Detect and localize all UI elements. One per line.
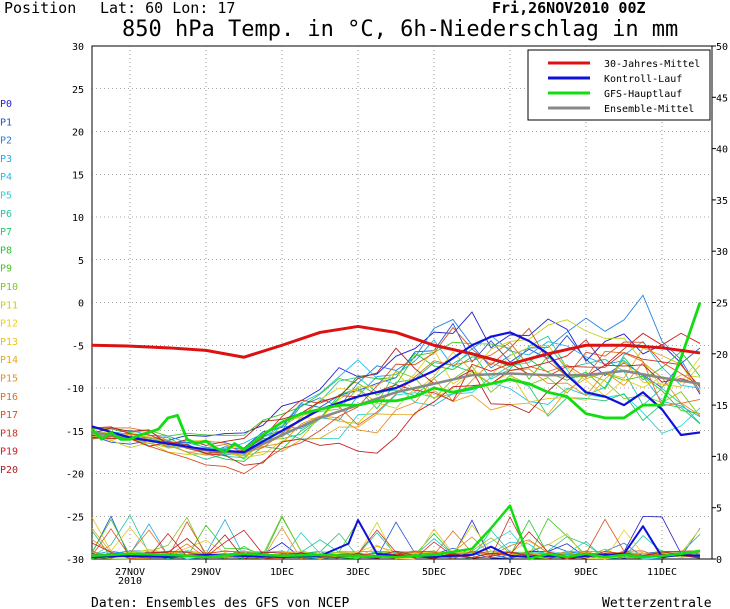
run-date: Fri,26NOV2010 00Z	[492, 0, 646, 17]
series-climatology	[91, 324, 701, 366]
left-tick-label: 30	[72, 42, 84, 53]
x-tick-label: 27NOV	[115, 567, 145, 578]
left-tick-label: 20	[72, 128, 84, 139]
right-tick-label: 45	[716, 93, 728, 104]
member-label-p1: P1	[0, 117, 12, 128]
member-precip-p11	[91, 521, 701, 560]
right-tick-label: 25	[716, 299, 728, 310]
member-label-p8: P8	[0, 245, 12, 256]
left-tick-label: -10	[66, 384, 84, 395]
left-tick-label: -15	[66, 427, 84, 438]
x-tick-label: 11DEC	[647, 567, 677, 578]
legend-label-ensemble-mean: Ensemble-Mittel	[604, 104, 694, 115]
left-tick-label: -25	[66, 512, 84, 523]
legend-label-control: Kontroll-Lauf	[604, 74, 682, 85]
member-label-p20: P20	[0, 465, 18, 476]
x-year-label: 2010	[118, 576, 142, 587]
member-line-p0	[91, 311, 701, 441]
member-label-p2: P2	[0, 136, 12, 147]
member-label-p7: P7	[0, 227, 12, 238]
member-label-p11: P11	[0, 300, 18, 311]
left-tick-label: 15	[72, 170, 84, 181]
member-label-p12: P12	[0, 319, 18, 330]
member-label-p19: P19	[0, 447, 18, 458]
left-tick-label: -20	[66, 470, 84, 481]
right-tick-label: 50	[716, 42, 728, 53]
x-tick-label: 5DEC	[422, 567, 446, 578]
left-tick-label: 5	[78, 256, 84, 267]
member-label-p0: P0	[0, 99, 12, 110]
right-tick-label: 35	[716, 196, 728, 207]
right-tick-label: 15	[716, 401, 728, 412]
legend: 30-Jahres-Mittel Kontroll-Lauf GFS-Haupt…	[527, 49, 711, 121]
member-label-p9: P9	[0, 264, 12, 275]
member-label-p17: P17	[0, 410, 18, 421]
data-source: Daten: Ensembles des GFS von NCEP	[91, 596, 349, 609]
member-label-p6: P6	[0, 209, 12, 220]
left-tick-label: 25	[72, 85, 84, 96]
member-label-p16: P16	[0, 392, 18, 403]
x-tick-label: 9DEC	[574, 567, 598, 578]
right-tick-label: 0	[716, 555, 722, 566]
member-label-p3: P3	[0, 154, 12, 165]
legend-label-gfs: GFS-Hauptlauf	[604, 89, 682, 100]
right-tick-label: 5	[716, 504, 722, 515]
member-line-p11	[91, 319, 701, 459]
member-line-p3	[91, 334, 701, 456]
member-label-p15: P15	[0, 374, 18, 385]
right-tick-label: 20	[716, 350, 728, 361]
member-label-p4: P4	[0, 172, 12, 183]
left-tick-label: -30	[66, 555, 84, 566]
series-precip-gfs	[91, 504, 701, 561]
x-tick-label: 29NOV	[191, 567, 221, 578]
member-labels: P0 P1 P2 P3 P4 P5 P6 P7 P8 P9 P10 P11 P12 P13 P14 P15 P1…	[0, 99, 18, 476]
brand-label: Wetterzentrale	[602, 596, 712, 609]
member-label-p5: P5	[0, 191, 12, 202]
series-control	[91, 331, 701, 454]
right-tick-label: 30	[716, 247, 728, 258]
left-axis: 30 25 20 15 10 5 0 -5 -10 -15 -20 -25 -30	[66, 42, 84, 566]
main-series	[90, 302, 702, 561]
member-label-p14: P14	[0, 355, 18, 366]
member-precip-p18	[91, 516, 701, 560]
latlon-label: Lat: 60 Lon: 17	[100, 0, 235, 17]
member-label-p18: P18	[0, 428, 18, 439]
x-axis: 27NOV 29NOV 1DEC 3DEC 5DEC 7DEC 9DEC 11DEC 2010	[115, 559, 677, 587]
member-label-p10: P10	[0, 282, 18, 293]
x-tick-label: 3DEC	[346, 567, 370, 578]
legend-label-climatology: 30-Jahres-Mittel	[604, 59, 700, 70]
member-line-p15	[91, 361, 701, 456]
x-tick-label: 7DEC	[498, 567, 522, 578]
member-line-p18	[91, 351, 701, 454]
series-gfs	[90, 302, 702, 454]
left-tick-label: -5	[72, 341, 84, 352]
x-tick-label: 1DEC	[270, 567, 294, 578]
position-label: Position	[4, 0, 76, 17]
right-tick-label: 10	[716, 452, 728, 463]
left-tick-label: 0	[78, 299, 84, 310]
left-tick-label: 10	[72, 213, 84, 224]
member-label-p13: P13	[0, 337, 18, 348]
right-tick-label: 40	[716, 145, 728, 156]
chart-title: 850 hPa Temp. in °C, 6h-Niederschlag in …	[122, 17, 678, 42]
member-line-p17	[91, 326, 701, 475]
